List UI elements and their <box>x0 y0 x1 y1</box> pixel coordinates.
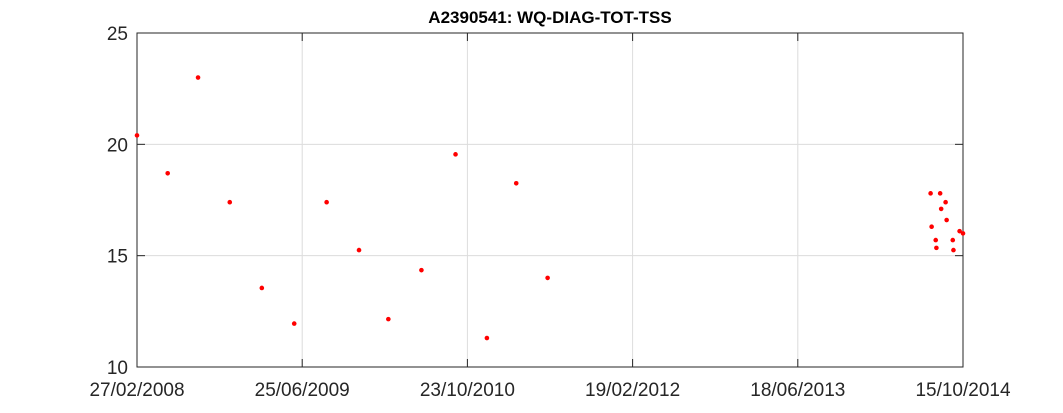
y-tick-label: 15 <box>107 247 128 268</box>
data-point <box>419 267 424 273</box>
data-point <box>938 206 944 212</box>
data-point <box>291 321 297 326</box>
y-tick-label: 20 <box>107 135 128 156</box>
data-point <box>195 75 201 80</box>
data-point <box>227 199 233 205</box>
axis-ticks: 27/02/2008 25/06/2009 23/10/2010 19/02/2012… <box>89 24 1011 401</box>
x-tick-label: 27/02/2008 <box>89 380 184 401</box>
data-point <box>950 237 956 243</box>
data-point <box>134 133 140 138</box>
grid-lines <box>137 33 963 367</box>
x-tick-label: 18/06/2013 <box>750 380 845 401</box>
data-point <box>960 231 966 236</box>
data-point <box>165 170 170 176</box>
x-tick-label: 23/10/2010 <box>420 380 515 401</box>
chart-title: A2390541: WQ-DIAG-TOT-TSS <box>428 8 671 27</box>
data-point <box>937 191 943 196</box>
data-point <box>513 181 519 186</box>
data-point <box>957 228 962 234</box>
data-point <box>453 152 458 157</box>
plot-frame <box>136 32 964 368</box>
data-point <box>928 191 933 196</box>
data-point <box>356 247 362 253</box>
y-tick-label: 10 <box>107 358 128 379</box>
x-tick-label: 25/06/2009 <box>255 380 350 401</box>
data-point <box>929 224 934 230</box>
data-point <box>944 217 949 223</box>
x-tick-label: 15/10/2014 <box>915 380 1011 401</box>
data-points <box>134 75 966 341</box>
data-point <box>259 285 265 291</box>
data-point <box>933 237 939 243</box>
x-tick-label: 19/02/2012 <box>585 380 680 401</box>
data-point <box>484 335 490 341</box>
y-tick-label: 25 <box>107 24 128 45</box>
data-point <box>545 275 550 281</box>
data-point <box>943 199 948 205</box>
data-point <box>934 245 939 251</box>
data-point <box>324 199 329 205</box>
data-point <box>951 247 956 253</box>
data-point <box>386 316 391 322</box>
